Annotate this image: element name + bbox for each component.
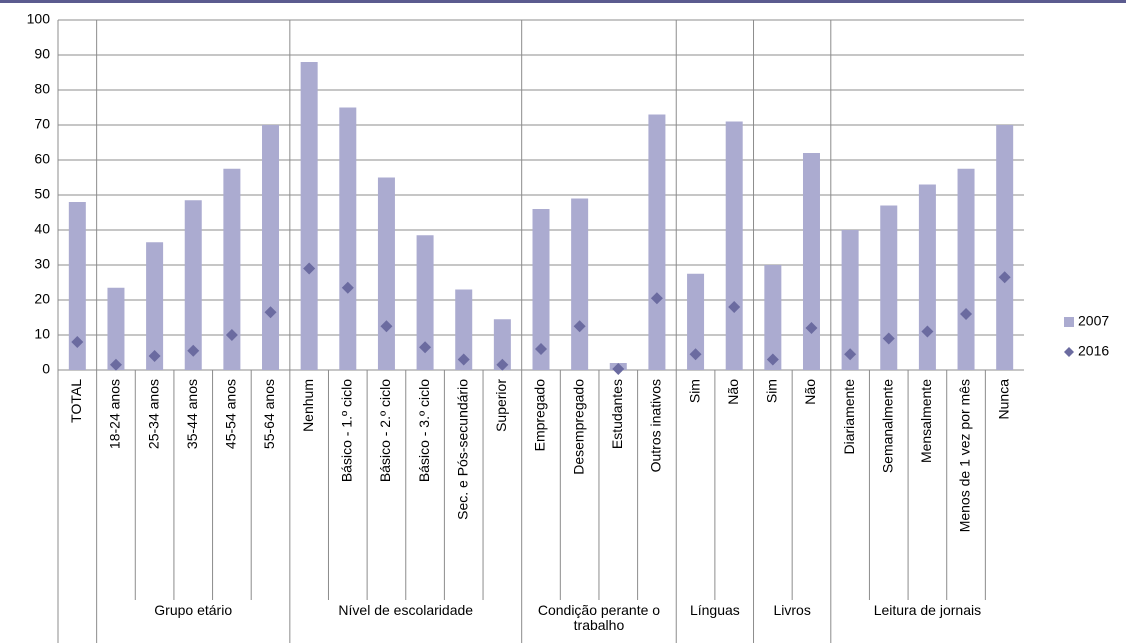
bar	[493, 319, 511, 370]
bar	[68, 202, 86, 370]
bar	[223, 168, 241, 370]
x-tick-label: Nunca	[995, 379, 1011, 420]
group-label: Nível de escolaridade	[338, 602, 474, 618]
bar	[918, 184, 936, 370]
x-tick-label: Básico - 1.º ciclo	[339, 379, 355, 482]
diamond-marker	[766, 353, 779, 366]
x-tick-label: Básico - 2.º ciclo	[377, 379, 393, 482]
x-tick-label: Outros inativos	[648, 379, 664, 472]
bar	[880, 205, 898, 370]
diamond-marker	[689, 348, 702, 361]
top-border	[0, 0, 1126, 3]
legend-label: 2016	[1078, 343, 1109, 359]
bar	[532, 209, 550, 370]
x-tick-label: 45-54 anos	[223, 379, 239, 449]
x-tick-label: Mensalmente	[918, 379, 934, 463]
x-tick-label: Diariamente	[841, 379, 857, 455]
diamond-marker	[187, 344, 200, 357]
x-tick-label: Sim	[686, 379, 702, 403]
diamond-marker	[998, 271, 1011, 284]
x-tick-label: 25-34 anos	[145, 379, 161, 449]
x-tick-label: 18-24 anos	[107, 379, 123, 449]
diamond-marker	[650, 292, 663, 305]
y-tick-label: 20	[34, 291, 50, 307]
x-tick-label: Superior	[493, 379, 509, 432]
x-tick-label: Nenhum	[300, 379, 316, 432]
diamond-marker	[457, 353, 470, 366]
diamond-marker	[380, 320, 393, 333]
legend-label: 2007	[1078, 313, 1109, 329]
x-tick-label: Básico - 3.º ciclo	[416, 379, 432, 482]
diamond-marker	[882, 332, 895, 345]
x-tick-label: Não	[802, 379, 818, 405]
bar	[300, 62, 318, 370]
x-tick-label: Empregado	[532, 379, 548, 452]
bar	[687, 273, 705, 370]
y-tick-label: 40	[34, 221, 50, 237]
legend-swatch	[1064, 317, 1074, 327]
x-tick-label: Sec. e Pós-secundário	[454, 379, 470, 520]
y-tick-label: 30	[34, 256, 50, 272]
legend-swatch	[1064, 347, 1074, 357]
y-tick-label: 100	[27, 11, 51, 27]
bar	[957, 168, 975, 370]
diamond-marker	[148, 350, 161, 362]
bar	[764, 265, 782, 370]
diamond-marker	[71, 336, 84, 348]
diamond-marker	[921, 325, 934, 338]
diamond-marker	[496, 358, 509, 371]
diamond-marker	[341, 281, 354, 294]
bar	[571, 198, 589, 370]
diamond-marker	[109, 358, 122, 371]
diamond-marker	[264, 306, 277, 319]
x-tick-label: 55-64 anos	[261, 379, 277, 449]
x-tick-label: 35-44 anos	[184, 379, 200, 449]
bar	[107, 287, 125, 370]
bar	[802, 153, 820, 370]
diamond-marker	[844, 348, 857, 361]
diamond-marker	[225, 329, 238, 341]
bar	[146, 242, 164, 370]
y-tick-label: 0	[42, 361, 50, 377]
bar	[841, 230, 859, 370]
x-tick-label: Sim	[764, 379, 780, 403]
y-tick-label: 70	[34, 116, 50, 132]
x-tick-label: Estudantes	[609, 379, 625, 449]
bar	[725, 121, 743, 370]
diamond-marker	[303, 262, 316, 275]
bar	[377, 177, 395, 370]
diamond-marker	[612, 362, 625, 375]
bar	[416, 235, 434, 370]
x-tick-label: Menos de 1 vez por mês	[957, 379, 973, 532]
y-tick-label: 80	[34, 81, 50, 97]
x-tick-label: Semanalmente	[879, 379, 895, 473]
bar	[339, 107, 357, 370]
diamond-marker	[535, 343, 547, 355]
x-tick-label: Não	[725, 379, 741, 405]
group-label: Grupo etário	[154, 602, 233, 618]
group-label: Línguas	[689, 602, 740, 618]
diamond-marker	[573, 320, 586, 333]
group-label: Condição perante o trabalho	[537, 602, 661, 633]
bar	[996, 125, 1014, 370]
x-tick-label: Desempregado	[570, 379, 586, 475]
y-tick-label: 60	[34, 151, 50, 167]
x-tick-label: TOTAL	[68, 379, 84, 423]
diamond-marker	[960, 308, 973, 320]
diamond-marker	[805, 322, 818, 334]
group-label: Livros	[773, 602, 811, 618]
y-tick-label: 10	[34, 326, 50, 342]
bar	[455, 289, 473, 370]
diamond-marker	[419, 341, 432, 354]
diamond-marker	[728, 301, 741, 313]
group-label: Leitura de jornais	[873, 602, 982, 618]
bar	[262, 125, 280, 370]
bar	[648, 114, 666, 370]
bar	[184, 200, 202, 370]
y-tick-label: 90	[34, 46, 50, 62]
y-tick-label: 50	[34, 186, 50, 202]
